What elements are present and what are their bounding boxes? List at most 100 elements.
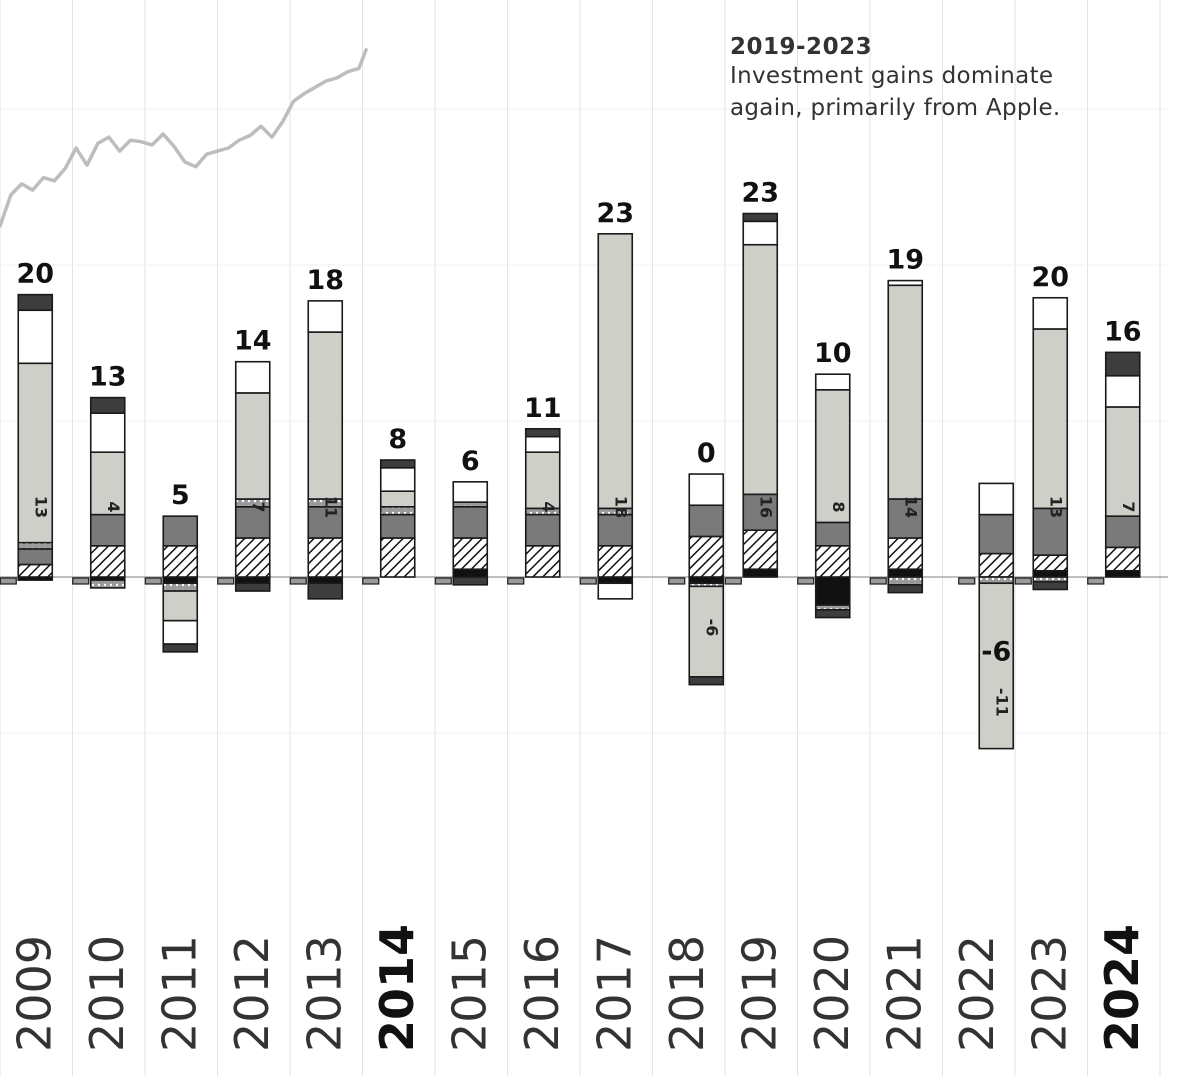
bar-segment-2021-6: [887, 583, 924, 594]
bar-segment-2013-1: [307, 537, 344, 578]
segment-label-2009: 13: [31, 496, 50, 518]
bar-segment-2011-6: [162, 643, 199, 653]
side-bar-2022: [958, 577, 976, 585]
segment-label-2022: -11: [992, 688, 1011, 717]
year-label-2023: 2023: [1022, 935, 1076, 1052]
bar-segment-2024-4: [1104, 406, 1141, 517]
year-label-2019: 2019: [732, 935, 786, 1052]
segment-label-2021: 14: [901, 496, 920, 518]
year-label-2009: 2009: [7, 935, 61, 1052]
year-label-2022: 2022: [950, 935, 1004, 1052]
side-bar-2013: [289, 577, 307, 585]
bar-segment-2014-4: [379, 490, 416, 508]
bar-segment-2010-4: [89, 451, 126, 516]
bar-segment-2012-4: [234, 392, 271, 500]
year-label-2014: 2014: [370, 924, 424, 1052]
bar-segment-2017-5: [597, 582, 634, 600]
bar-segment-2012-0: [234, 576, 271, 585]
bar-segment-2015-6: [452, 576, 489, 586]
bar-segment-2018-0: [688, 576, 725, 585]
side-bar-2009: [0, 577, 17, 585]
bar-segment-2014-2: [379, 513, 416, 539]
annotation-title: 2019-2023: [730, 34, 873, 60]
year-label-2010: 2010: [80, 935, 134, 1052]
segment-label-2010: 4: [104, 501, 123, 512]
bar-segment-2024-0: [1104, 569, 1141, 578]
total-label-2009: 20: [16, 259, 54, 290]
bar-segment-2011-0: [162, 576, 199, 585]
bar-segment-2018-5: [688, 473, 725, 507]
year-label-2016: 2016: [515, 935, 569, 1052]
bar-segment-2013-5: [307, 300, 344, 333]
segment-label-2019: 16: [756, 496, 775, 518]
segment-label-2020: 8: [829, 501, 848, 512]
side-bar-2015: [434, 577, 452, 585]
total-label-2022: -6: [981, 637, 1011, 668]
bar-segment-2014-3: [379, 505, 416, 516]
side-bar-2017: [579, 577, 597, 585]
segment-label-2023: 13: [1046, 496, 1065, 518]
bar-segment-2020-2: [814, 521, 851, 547]
bar-segment-2022-5: [978, 482, 1015, 516]
bar-segment-2017-1: [597, 544, 634, 578]
year-label-2020: 2020: [805, 935, 859, 1052]
bar-segment-2009-2: [17, 548, 54, 566]
side-bar-2020: [797, 577, 815, 585]
bar-segment-2019-0: [742, 568, 779, 578]
bar-segment-2024-5: [1104, 374, 1141, 408]
total-label-2021: 19: [886, 245, 924, 276]
total-label-2012: 14: [234, 326, 272, 357]
side-bar-2012: [217, 577, 235, 585]
annotation: 2019-2023 Investment gains dominate agai…: [730, 34, 1150, 124]
bar-segment-2019-2: [742, 493, 779, 532]
segment-label-2012: 7: [249, 501, 268, 512]
bar-segment-2009-3: [17, 541, 54, 550]
grid-layer: [0, 0, 1168, 1076]
segment-label-2013: 11: [321, 496, 340, 518]
year-label-2017: 2017: [587, 935, 641, 1052]
year-label-2018: 2018: [660, 935, 714, 1052]
bar-segment-2020-4: [814, 388, 851, 524]
bar-segment-2010-5: [89, 412, 126, 454]
bar-segment-2023-5: [1032, 296, 1069, 330]
year-label-2024: 2024: [1095, 924, 1149, 1052]
bar-segment-2024-6: [1104, 351, 1141, 377]
total-label-2017: 23: [596, 198, 634, 229]
bar-segment-2014-1: [379, 537, 416, 578]
bar-segment-2021-0: [887, 568, 924, 578]
bar-segment-2014-5: [379, 466, 416, 492]
bar-segment-2016-5: [524, 435, 561, 454]
total-label-2019: 23: [741, 178, 779, 209]
side-bar-2010: [72, 577, 90, 585]
year-label-2012: 2012: [225, 935, 279, 1052]
bar-segment-2021-4: [887, 284, 924, 500]
bar-segment-2010-2: [89, 513, 126, 547]
bar-segment-2019-4: [742, 243, 779, 496]
bar-segment-2015-1: [452, 537, 489, 571]
side-bar-2018: [668, 577, 686, 585]
total-label-2018: 0: [697, 438, 716, 469]
side-bar-2019: [724, 577, 742, 585]
annotation-line-2: again, primarily from Apple.: [730, 95, 1061, 121]
bar-segment-2023-0: [1032, 569, 1069, 578]
total-label-2013: 18: [306, 265, 344, 296]
bar-segment-2013-4: [307, 331, 344, 500]
bar-segment-2020-5: [814, 373, 851, 391]
bar-segment-2013-6: [307, 582, 344, 600]
bar-segment-2019-5: [742, 220, 779, 246]
bar-segment-2016-6: [524, 427, 561, 438]
bar-segment-2017-4: [597, 233, 634, 510]
bar-segment-2009-4: [17, 362, 54, 544]
bar-segment-2021-2: [887, 498, 924, 539]
bar-segment-2023-1: [1032, 554, 1069, 572]
segment-label-2017: 18: [611, 496, 630, 518]
bar-segment-2023-2: [1032, 507, 1069, 556]
year-label-2013: 2013: [297, 935, 351, 1052]
bar-segment-2022-3: [978, 576, 1015, 585]
bar-segment-2022-4: [978, 582, 1015, 750]
bar-segment-2012-1: [234, 537, 271, 578]
bar-segment-2022-2: [978, 513, 1015, 555]
bar-segment-2016-4: [524, 451, 561, 510]
segment-label-2018: -6: [702, 619, 721, 637]
